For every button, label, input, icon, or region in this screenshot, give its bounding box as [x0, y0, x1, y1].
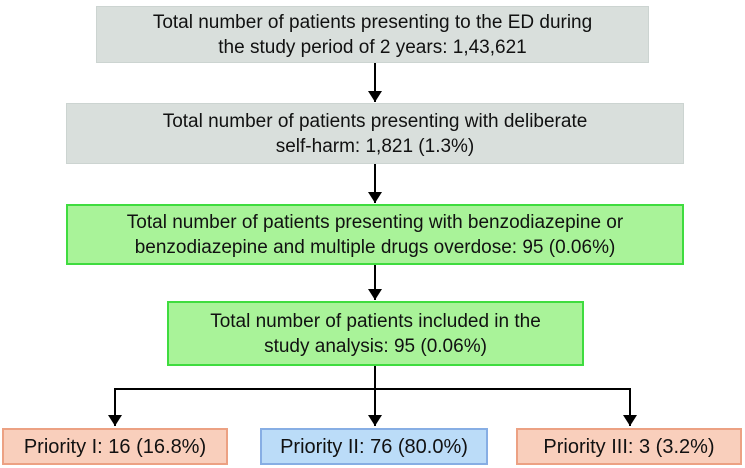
box-study-analysis: Total number of patients included in the…	[167, 301, 584, 366]
box-self-harm-line1: Total number of patients presenting with…	[162, 110, 588, 132]
box-priority-3: Priority III: 3 (3.2%)	[516, 428, 742, 465]
box-priority-1: Priority I: 16 (16.8%)	[2, 428, 228, 465]
box-study-analysis-line1: Total number of patients included in the	[210, 310, 541, 332]
box-ed-total-line2: the study period of 2 years: 1,43,621	[218, 36, 527, 58]
box-ed-total: Total number of patients presenting to t…	[96, 6, 649, 63]
box-priority-2: Priority II: 76 (80.0%)	[260, 428, 488, 465]
box-priority-1-label: Priority I: 16 (16.8%)	[23, 435, 207, 458]
box-benzodiazepine-line2: benzodiazepine and multiple drugs overdo…	[134, 236, 616, 258]
box-priority-2-label: Priority II: 76 (80.0%)	[280, 435, 468, 458]
box-self-harm: Total number of patients presenting with…	[66, 103, 684, 164]
box-study-analysis-line2: study analysis: 95 (0.06%)	[264, 335, 487, 357]
box-benzodiazepine-line1: Total number of patients presenting with…	[126, 211, 624, 233]
box-ed-total-line1: Total number of patients presenting to t…	[152, 11, 593, 33]
box-self-harm-line2: self-harm: 1,821 (1.3%)	[275, 135, 475, 157]
box-priority-3-label: Priority III: 3 (3.2%)	[543, 435, 715, 458]
box-benzodiazepine: Total number of patients presenting with…	[66, 204, 684, 265]
